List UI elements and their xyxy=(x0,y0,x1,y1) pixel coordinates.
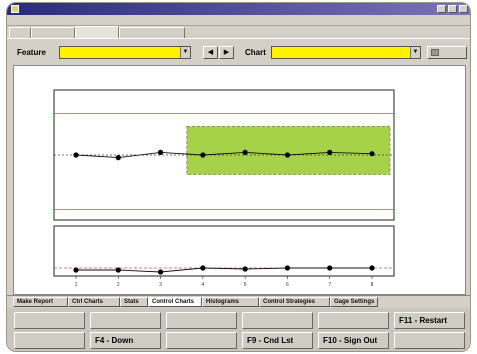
lower-series-line xyxy=(76,267,372,273)
bottom-tab-stats[interactable]: Stats xyxy=(120,297,148,307)
tab-home[interactable] xyxy=(9,27,31,38)
x-tick-label: 2 xyxy=(117,282,120,288)
maximize-icon[interactable] xyxy=(448,5,457,13)
function-key-1[interactable] xyxy=(14,312,85,329)
function-key-11[interactable]: F10 - Sign Out xyxy=(318,332,389,349)
x-tick-label: 5 xyxy=(244,282,247,288)
x-tick-label: 6 xyxy=(286,282,289,288)
tab-entry[interactable] xyxy=(31,27,75,38)
function-key-4[interactable] xyxy=(242,312,313,329)
tab-active[interactable] xyxy=(75,26,119,38)
function-key-panel: F11 - Restart F4 - Down F9 - Cnd Lst F10 - … xyxy=(7,308,470,351)
bottom-tab-control-strategies[interactable]: Control Strategies xyxy=(259,297,330,307)
feature-dropdown[interactable]: ▼ xyxy=(59,46,191,59)
upper-data-point xyxy=(157,149,164,155)
bottom-tab-bar: Make Report Ctrl Charts Stats Control Chart… xyxy=(7,295,470,307)
function-key-9[interactable] xyxy=(166,332,237,349)
lower-data-point xyxy=(284,265,291,271)
function-key-8[interactable]: F4 - Down xyxy=(90,332,161,349)
function-key-12[interactable] xyxy=(394,332,465,349)
x-tick-label: 1 xyxy=(75,282,78,288)
chevron-down-icon[interactable]: ▼ xyxy=(180,47,190,58)
app-icon xyxy=(11,5,19,13)
lower-data-point xyxy=(157,269,164,275)
selection-toolbar: Feature ▼ ◀ ▶ Chart ▼ xyxy=(7,38,470,65)
chart-panel: 1 2 3 4 5 6 7 8 xyxy=(13,65,466,295)
chart-dropdown[interactable]: ▼ xyxy=(271,46,421,59)
function-key-2[interactable] xyxy=(90,312,161,329)
close-icon[interactable] xyxy=(459,5,468,13)
lower-data-point xyxy=(327,265,333,271)
minimize-icon[interactable] xyxy=(437,5,446,13)
next-feature-button[interactable]: ▶ xyxy=(219,46,234,59)
bottom-tab-histograms[interactable]: Histograms xyxy=(202,297,259,307)
green-band xyxy=(186,126,391,175)
bottom-tab-make-report[interactable]: Make Report xyxy=(13,297,68,307)
upper-data-point xyxy=(242,149,248,155)
tab-customize[interactable] xyxy=(119,27,185,38)
x-tick-label: 3 xyxy=(159,282,162,288)
title-bar xyxy=(7,3,470,15)
upper-data-point xyxy=(284,152,291,158)
function-key-10[interactable]: F9 - Cnd Lst xyxy=(242,332,313,349)
upper-data-point xyxy=(327,149,333,155)
bottom-tab-ctrl-charts[interactable]: Ctrl Charts xyxy=(68,297,120,307)
upper-data-point xyxy=(115,155,121,161)
bottom-tab-gage-settings[interactable]: Gage Settings xyxy=(330,297,378,307)
arrow-left-icon: ◀ xyxy=(207,49,214,56)
top-tab-bar xyxy=(7,26,470,38)
bottom-tab-control-charts[interactable]: Control Charts xyxy=(148,297,202,307)
lower-data-point xyxy=(200,265,206,271)
previous-feature-button[interactable]: ◀ xyxy=(203,46,218,59)
function-key-7[interactable] xyxy=(14,332,85,349)
x-tick-label: 4 xyxy=(201,282,204,288)
print-button[interactable] xyxy=(427,46,467,59)
application-window: Feature ▼ ◀ ▶ Chart ▼ 1 2 3 4 5 6 7 8 Make Repo… xyxy=(6,2,471,352)
chart-label: Chart xyxy=(245,48,266,57)
lower-data-point xyxy=(73,267,79,273)
control-chart: 1 2 3 4 5 6 7 8 xyxy=(53,89,395,288)
upper-data-point xyxy=(369,151,375,157)
upper-series-line xyxy=(75,151,373,159)
lower-data-point xyxy=(115,267,121,273)
upper-data-point xyxy=(200,152,206,158)
upper-data-point xyxy=(73,152,79,158)
arrow-right-icon: ▶ xyxy=(223,49,230,56)
printer-icon xyxy=(431,49,439,56)
lower-data-point xyxy=(242,266,248,272)
x-tick-label: 7 xyxy=(328,282,331,288)
menu-bar xyxy=(7,15,470,26)
function-key-5[interactable] xyxy=(318,312,389,329)
function-key-3[interactable] xyxy=(166,312,237,329)
x-tick-label: 8 xyxy=(371,282,374,288)
feature-label: Feature xyxy=(17,48,46,57)
function-key-6[interactable]: F11 - Restart xyxy=(394,312,465,329)
chevron-down-icon[interactable]: ▼ xyxy=(410,47,420,58)
lower-plot-frame xyxy=(53,225,395,277)
lower-data-point xyxy=(369,265,375,271)
